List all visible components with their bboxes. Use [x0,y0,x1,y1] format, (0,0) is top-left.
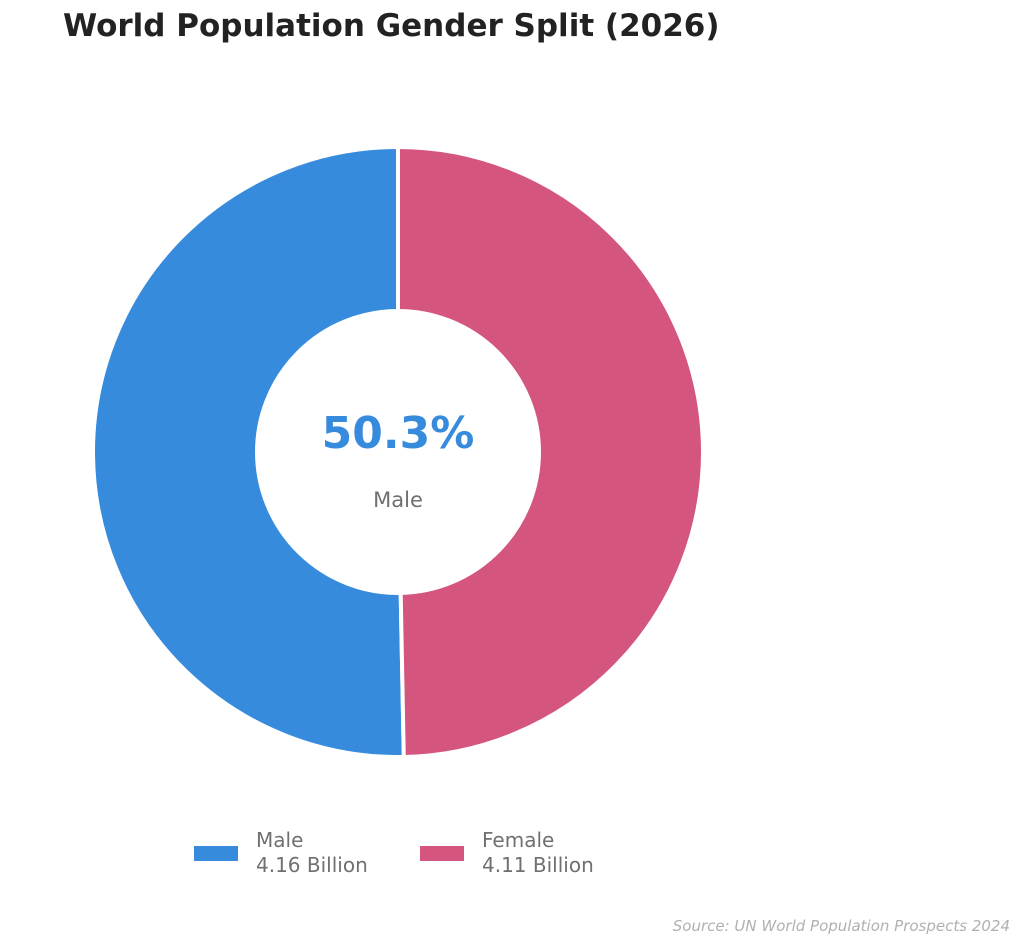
center-value: 50.3% [322,408,475,459]
legend-swatch-male [194,845,238,861]
legend-label-female: Female [482,828,555,852]
legend-swatch-female [420,845,464,861]
legend-item-male[interactable]: Male 4.16 Billion [194,828,368,878]
donut-chart: 50.3% Male [91,144,705,759]
chart-title: World Population Gender Split (2026) [63,8,720,44]
center-label: Male [373,488,423,512]
legend-value-female: 4.11 Billion [482,853,594,877]
legend-label-male: Male [256,828,304,852]
slice-male[interactable] [91,144,406,759]
slice-female[interactable] [396,144,705,759]
legend-item-female[interactable]: Female 4.11 Billion [420,828,594,878]
source-note: Source: UN World Population Prospects 20… [672,917,1010,935]
legend-value-male: 4.16 Billion [256,853,368,877]
